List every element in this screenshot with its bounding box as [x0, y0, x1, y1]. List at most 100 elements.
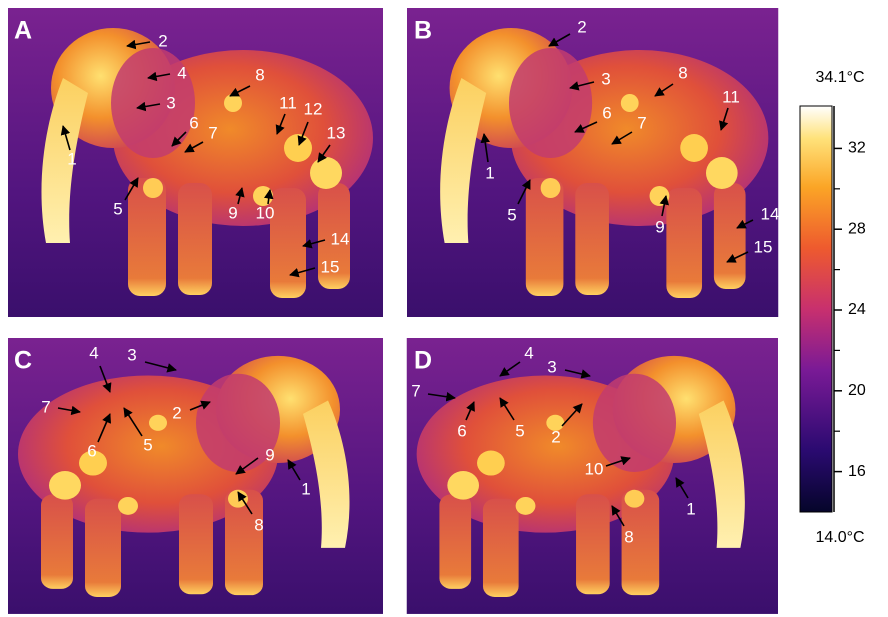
annotation-arrow: [189, 400, 211, 411]
annotation-arrow: [264, 189, 274, 205]
annotation-label: 14: [331, 229, 350, 248]
annotation-label: 5: [515, 421, 524, 440]
annotation-arrow: [124, 177, 139, 201]
annotation-label: 1: [485, 163, 494, 182]
annotation-label: 15: [321, 257, 340, 276]
annotation-label: 11: [279, 93, 297, 112]
annotation-arrow: [605, 456, 631, 467]
annotation-label: 15: [754, 237, 773, 256]
annotation-label: 14: [761, 204, 780, 223]
colorbar: [799, 105, 833, 513]
annotation-label: 1: [686, 499, 695, 518]
annotation-arrow: [736, 219, 754, 229]
annotation-arrow: [517, 179, 531, 205]
annotation-arrow: [465, 401, 475, 421]
annotation-label: 9: [228, 203, 237, 222]
annotation-label: 7: [208, 123, 217, 142]
annotation-arrow: [564, 369, 591, 379]
annotation-label: 1: [67, 149, 76, 168]
colorbar-tick-label: 16: [848, 463, 866, 480]
annotation-label: 10: [585, 459, 604, 478]
panel-image: [407, 8, 779, 317]
annotation-label: 2: [577, 17, 586, 36]
panel-letter: A: [14, 17, 32, 45]
annotation-label: 11: [722, 87, 740, 106]
annotation-label: 2: [158, 31, 167, 50]
annotation-arrow: [60, 125, 71, 151]
annotation-label: 3: [547, 357, 556, 376]
annotation-label: 4: [89, 343, 98, 362]
annotation-arrow: [289, 267, 316, 278]
annotation-label: 12: [304, 99, 323, 118]
annotation-arrow: [569, 81, 595, 91]
annotation-arrow: [317, 144, 331, 163]
annotation-label: 3: [601, 69, 610, 88]
annotation-arrow: [675, 477, 689, 499]
annotation-label: 2: [172, 403, 181, 422]
annotation-label: 10: [256, 203, 275, 222]
annotation-arrow: [144, 361, 177, 373]
annotation-arrow: [726, 251, 749, 263]
annotation-arrow: [235, 457, 259, 475]
annotation-arrow: [287, 459, 301, 481]
colorbar-max-label: 34.1°C: [815, 69, 864, 86]
annotation-arrow: [136, 101, 161, 112]
annotation-label: 8: [255, 65, 264, 84]
annotation-arrow: [275, 113, 286, 135]
annotation-arrow: [611, 505, 625, 527]
annotation-arrow: [427, 391, 456, 402]
annotation-label: 7: [411, 381, 420, 400]
annotation-label: 6: [602, 103, 611, 122]
annotation-arrow: [97, 413, 112, 443]
panel-letter: C: [14, 347, 32, 375]
annotation-label: 6: [457, 421, 466, 440]
annotation-arrow: [297, 121, 309, 146]
annotation-arrow: [561, 403, 583, 427]
colorbar-tick-label: 28: [848, 220, 866, 237]
annotation-label: 5: [507, 205, 516, 224]
annotation-label: 3: [166, 93, 175, 112]
annotation-arrow: [99, 365, 112, 393]
annotation-arrow: [499, 361, 521, 377]
annotation-arrow: [659, 195, 670, 217]
colorbar-tick-label: 32: [848, 140, 866, 157]
annotation-arrow: [548, 33, 571, 47]
colorbar-tick-label: 24: [848, 301, 866, 318]
annotation-arrow: [123, 407, 143, 437]
annotation-arrow: [126, 39, 151, 50]
annotation-arrow: [57, 405, 81, 416]
annotation-arrow: [480, 133, 490, 163]
annotation-arrow: [229, 85, 251, 97]
annotation-label: 9: [265, 445, 274, 464]
annotation-arrow: [719, 107, 729, 131]
annotation-label: 7: [41, 397, 50, 416]
annotation-label: 6: [189, 113, 198, 132]
annotation-arrow: [654, 83, 674, 97]
annotation-arrow: [574, 121, 598, 133]
annotation-label: 8: [624, 527, 633, 546]
annotation-label: 13: [327, 123, 346, 142]
annotation-arrow: [237, 491, 253, 515]
annotation-label: 3: [127, 345, 136, 364]
annotation-label: 4: [524, 343, 533, 362]
annotation-label: 7: [637, 113, 646, 132]
annotation-label: 9: [655, 217, 664, 236]
panel-letter: B: [414, 17, 432, 45]
annotation-label: 1: [301, 479, 310, 498]
colorbar-min-label: 14.0°C: [815, 529, 864, 546]
annotation-label: 5: [143, 435, 152, 454]
annotation-arrow: [171, 131, 187, 147]
annotation-label: 8: [678, 63, 687, 82]
annotation-label: 5: [113, 199, 122, 218]
panel-letter: D: [414, 347, 432, 375]
annotation-arrow: [499, 397, 515, 421]
annotation-arrow: [302, 239, 326, 249]
annotation-arrow: [147, 71, 171, 82]
colorbar-tick-label: 20: [848, 382, 866, 399]
annotation-arrow: [184, 141, 204, 153]
panel-image: [8, 338, 383, 614]
annotation-label: 8: [254, 515, 263, 534]
